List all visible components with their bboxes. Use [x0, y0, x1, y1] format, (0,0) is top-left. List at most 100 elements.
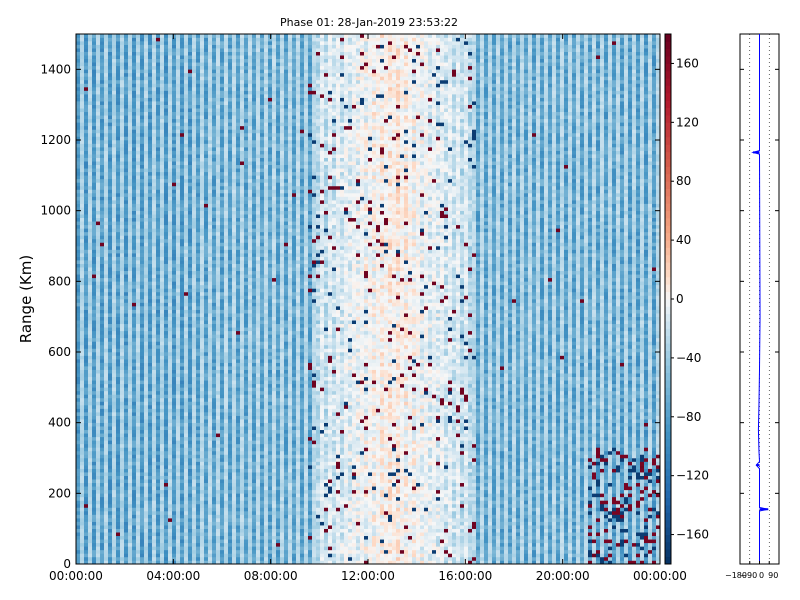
heatmap-cell	[84, 182, 88, 186]
heatmap-cell	[88, 306, 92, 310]
heatmap-cell	[80, 80, 84, 84]
heatmap-cell	[88, 356, 92, 360]
heatmap-cell	[100, 348, 104, 352]
heatmap-cell	[112, 126, 116, 130]
heatmap-cell	[96, 144, 100, 148]
heatmap-cell	[92, 257, 96, 261]
heatmap-cell	[104, 345, 108, 349]
heatmap-cell	[100, 306, 104, 310]
heatmap-cell	[92, 175, 96, 179]
heatmap-cell	[88, 419, 92, 423]
heatmap-cell	[76, 341, 80, 345]
heatmap-cell	[108, 172, 112, 176]
heatmap-cell	[84, 129, 88, 133]
heatmap-cell	[84, 299, 88, 303]
heatmap-cell	[88, 119, 92, 123]
heatmap-cell	[96, 433, 100, 437]
heatmap-cell	[80, 158, 84, 162]
heatmap-cell	[76, 76, 80, 80]
heatmap-cell	[92, 352, 96, 356]
heatmap-cell	[100, 539, 104, 543]
heatmap-cell	[92, 458, 96, 462]
heatmap-cell	[80, 214, 84, 218]
heatmap-cell	[80, 264, 84, 268]
heatmap-cell	[108, 352, 112, 356]
heatmap-cell	[96, 151, 100, 155]
heatmap-cell	[88, 186, 92, 190]
heatmap-cell	[96, 423, 100, 427]
heatmap-cell	[100, 476, 104, 480]
heatmap-cell	[108, 543, 112, 547]
heatmap-cell	[88, 242, 92, 246]
heatmap-cell	[116, 161, 120, 165]
heatmap-cell	[88, 179, 92, 183]
heatmap-cell	[100, 426, 104, 430]
heatmap-cell	[108, 359, 112, 363]
heatmap-cell	[80, 197, 84, 201]
heatmap-cell	[80, 440, 84, 444]
heatmap-cell	[116, 144, 120, 148]
heatmap-cell	[112, 69, 116, 73]
heatmap-cell	[96, 197, 100, 201]
heatmap-cell	[92, 419, 96, 423]
heatmap-cell	[96, 447, 100, 451]
heatmap-cell	[92, 91, 96, 95]
heatmap-cell	[116, 253, 120, 257]
heatmap-cell	[84, 306, 88, 310]
heatmap-cell	[76, 91, 80, 95]
heatmap-cell	[108, 126, 112, 130]
heatmap-cell	[116, 338, 120, 342]
heatmap-cell	[80, 129, 84, 133]
heatmap-cell	[84, 317, 88, 321]
heatmap-cell	[92, 59, 96, 63]
heatmap-cell	[116, 416, 120, 420]
heatmap-cell	[76, 331, 80, 335]
heatmap-cell	[80, 295, 84, 299]
heatmap-cell	[84, 444, 88, 448]
heatmap-cell	[116, 267, 120, 271]
heatmap-cell	[84, 401, 88, 405]
heatmap-cell	[116, 553, 120, 557]
heatmap-cell	[120, 267, 124, 271]
heatmap-cell	[88, 334, 92, 338]
heatmap-cell	[120, 253, 124, 257]
heatmap-cell	[96, 48, 100, 52]
heatmap-cell	[88, 207, 92, 211]
heatmap-cell	[84, 500, 88, 504]
heatmap-cell	[96, 416, 100, 420]
heatmap-cell	[80, 486, 84, 490]
heatmap-cell	[112, 507, 116, 511]
heatmap-cell	[76, 59, 80, 63]
heatmap-cell	[84, 59, 88, 63]
heatmap-cell	[96, 401, 100, 405]
heatmap-cell	[108, 486, 112, 490]
heatmap-cell	[88, 553, 92, 557]
heatmap-cell	[88, 525, 92, 529]
heatmap-cell	[96, 458, 100, 462]
heatmap-cell	[88, 348, 92, 352]
heatmap-cell	[100, 235, 104, 239]
heatmap-cell	[92, 41, 96, 45]
heatmap-cell	[96, 352, 100, 356]
heatmap-cell	[88, 165, 92, 169]
heatmap-cell	[84, 539, 88, 543]
heatmap-cell	[112, 197, 116, 201]
heatmap-cell	[96, 405, 100, 409]
heatmap-cell	[104, 310, 108, 314]
heatmap-cell	[120, 338, 124, 342]
heatmap-cell	[84, 303, 88, 307]
heatmap-cell	[116, 366, 120, 370]
heatmap-cell	[80, 288, 84, 292]
heatmap-cell	[112, 437, 116, 441]
heatmap-cell	[116, 430, 120, 434]
heatmap-cell	[88, 490, 92, 494]
heatmap-cell	[100, 225, 104, 229]
heatmap-cell	[96, 158, 100, 162]
heatmap-cell	[80, 370, 84, 374]
heatmap-cell	[116, 105, 120, 109]
heatmap-cell	[96, 200, 100, 204]
heatmap-cell	[88, 168, 92, 172]
heatmap-cell	[76, 320, 80, 324]
heatmap-cell	[92, 433, 96, 437]
heatmap-cell	[92, 394, 96, 398]
